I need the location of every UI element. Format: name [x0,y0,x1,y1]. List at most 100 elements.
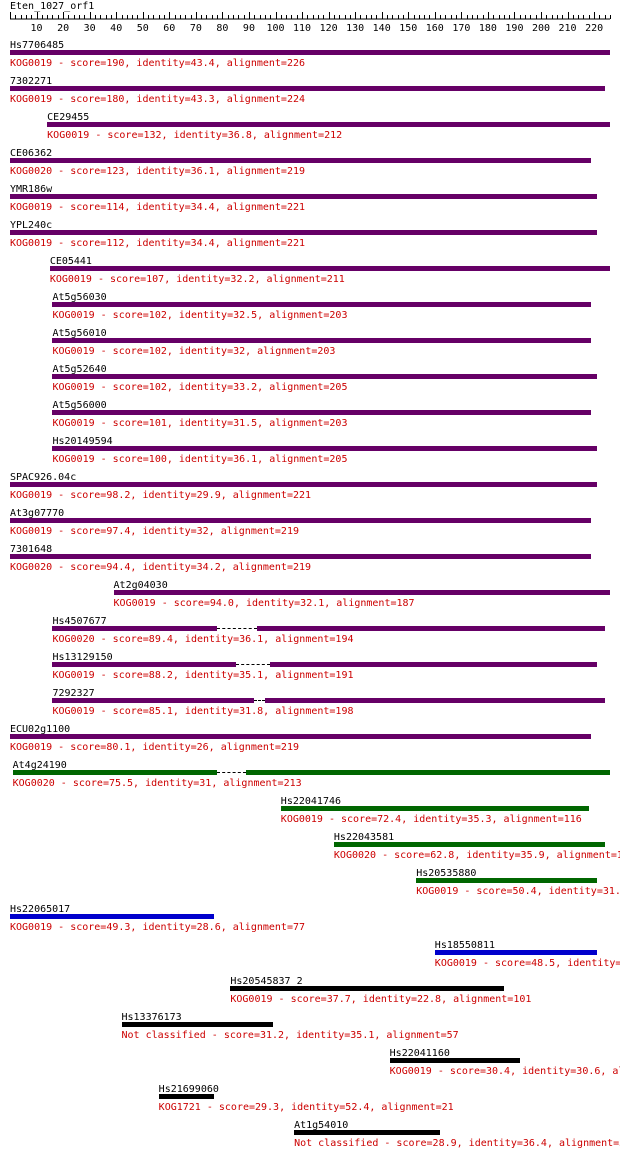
hit-bar-segment[interactable] [113,590,611,595]
hit-bar-segment[interactable] [158,1094,215,1099]
hit-description: KOG0019 - score=98.2, identity=29.9, ali… [10,490,312,501]
hit-name[interactable]: At2g04030 [113,580,168,591]
hit-name[interactable]: Hs22065017 [10,904,71,915]
hit-bar-segment[interactable] [246,770,611,775]
hit-description: KOG0019 - score=112, identity=34.4, alig… [10,238,306,249]
hit-bar-segment[interactable] [434,950,597,955]
hit-bar-segment[interactable] [389,1058,520,1063]
hit-description: KOG0019 - score=190, identity=43.4, alig… [10,58,306,69]
ruler-tick-label: 30 [84,23,96,34]
hit-description: Not classified - score=28.9, identity=36… [294,1138,620,1149]
hit-name[interactable]: At1g54010 [294,1120,349,1131]
hit-description: KOG0019 - score=48.5, identity=32.6, ali… [434,958,620,969]
hit-name[interactable]: CE05441 [49,256,92,267]
hit-bar-segment[interactable] [10,518,592,523]
hit-bar-segment[interactable] [52,302,592,307]
ruler-tick-label: 100 [266,23,284,34]
hit-name[interactable]: At3g07770 [10,508,65,519]
hit-name[interactable]: SPAC926.04c [10,472,77,483]
hit-name[interactable]: 7301648 [10,544,53,555]
hit-name[interactable]: YMR186w [10,184,53,195]
hit-bar-segment[interactable] [47,122,611,127]
hit-bar-segment[interactable] [280,806,589,811]
hit-name[interactable]: Hs22043581 [333,832,395,843]
query-name: Eten_1027_orf1 [10,1,95,12]
hit-description: KOG1721 - score=29.3, identity=52.4, ali… [158,1102,454,1113]
hit-name[interactable]: At5g56010 [52,328,107,339]
hit-bar-segment[interactable] [416,878,597,883]
hit-name[interactable]: At4g24190 [12,760,67,771]
ruler-tick-label: 180 [479,23,497,34]
hit-bar-segment[interactable] [52,698,255,703]
hit-name[interactable]: Hs7706485 [10,40,65,51]
hit-description: KOG0019 - score=97.4, identity=32, align… [10,526,299,537]
hit-description: KOG0019 - score=102, identity=33.2, alig… [52,382,348,393]
hit-bar-segment[interactable] [10,194,597,199]
hit-name[interactable]: CE29455 [47,112,90,123]
hit-bar-segment[interactable] [10,50,611,55]
hit-bar-segment[interactable] [121,1022,273,1027]
hit-bar-segment[interactable] [52,446,597,451]
hit-bar-segment[interactable] [10,158,592,163]
hit-name[interactable]: Hs20545837_2 [230,976,303,987]
hit-description: KOG0020 - score=75.5, identity=31, align… [12,778,302,789]
hit-name[interactable]: 7302271 [10,76,53,87]
hit-name[interactable]: YPL240c [10,220,53,231]
hit-bar-segment[interactable] [10,914,215,919]
hit-name[interactable]: Hs18550811 [434,940,496,951]
ruler-tick-label: 90 [243,23,255,34]
hit-bar-segment[interactable] [270,662,597,667]
hit-bar-segment[interactable] [52,338,592,343]
hit-description: KOG0019 - score=72.4, identity=35.3, ali… [280,814,582,825]
hit-bar-segment[interactable] [256,626,605,631]
hit-bar-segment[interactable] [10,86,605,91]
hit-description: KOG0019 - score=100, identity=36.1, alig… [52,454,348,465]
hit-description: KOG0019 - score=180, identity=43.3, alig… [10,94,306,105]
hit-name[interactable]: At5g56030 [52,292,107,303]
hit-bar-segment[interactable] [230,986,504,991]
hit-name[interactable]: Hs21699060 [158,1084,219,1095]
hit-bar-segment[interactable] [10,734,592,739]
ruler-tick-label: 170 [452,23,470,34]
hit-bar-segment[interactable] [10,554,592,559]
hit-name[interactable]: Hs13129150 [52,652,113,663]
ruler-tick-label: 220 [585,23,603,34]
hit-bar-segment[interactable] [294,1130,441,1135]
hit-name[interactable]: Hs22041746 [280,796,342,807]
hit-bar-segment[interactable] [10,230,597,235]
hit-name[interactable]: 7292327 [52,688,95,699]
ruler-tick-label: 20 [57,23,69,34]
hit-description: KOG0020 - score=123, identity=36.1, alig… [10,166,306,177]
ruler-tick-label: 120 [320,23,338,34]
ruler-tick-label: 60 [163,23,175,34]
hit-description: KOG0020 - score=94.4, identity=34.2, ali… [10,562,312,573]
hit-description: KOG0019 - score=101, identity=31.5, alig… [52,418,348,429]
hit-name[interactable]: ECU02g1100 [10,724,71,735]
hit-name[interactable]: Hs4507677 [52,616,107,627]
hit-bar-segment[interactable] [52,626,218,631]
ruler-tick-label: 130 [346,23,364,34]
hit-name[interactable]: Hs22041160 [389,1048,450,1059]
hit-name[interactable]: Hs20535880 [416,868,477,879]
hit-name[interactable]: At5g52640 [52,364,107,375]
ruler-tick-label: 40 [110,23,122,34]
hit-description: KOG0019 - score=102, identity=32.5, alig… [52,310,348,321]
hit-bar-segment[interactable] [12,770,218,775]
hit-bar-segment[interactable] [49,266,611,271]
hit-bar-segment[interactable] [52,374,597,379]
ruler-tick-label: 160 [426,23,444,34]
hit-bar-segment[interactable] [264,698,605,703]
hit-description: KOG0020 - score=89.4, identity=36.1, ali… [52,634,354,645]
hit-bar-segment[interactable] [333,842,605,847]
ruler-tick-label: 80 [216,23,228,34]
hit-name[interactable]: At5g56000 [52,400,107,411]
ruler-tick-label: 70 [190,23,202,34]
hit-name[interactable]: Hs20149594 [52,436,113,447]
hit-name[interactable]: CE06362 [10,148,53,159]
hit-name[interactable]: Hs13376173 [121,1012,182,1023]
hit-bar-segment[interactable] [52,410,592,415]
hit-bar-segment[interactable] [10,482,597,487]
ruler-tick-label: 150 [399,23,417,34]
hit-bar-segment[interactable] [52,662,236,667]
